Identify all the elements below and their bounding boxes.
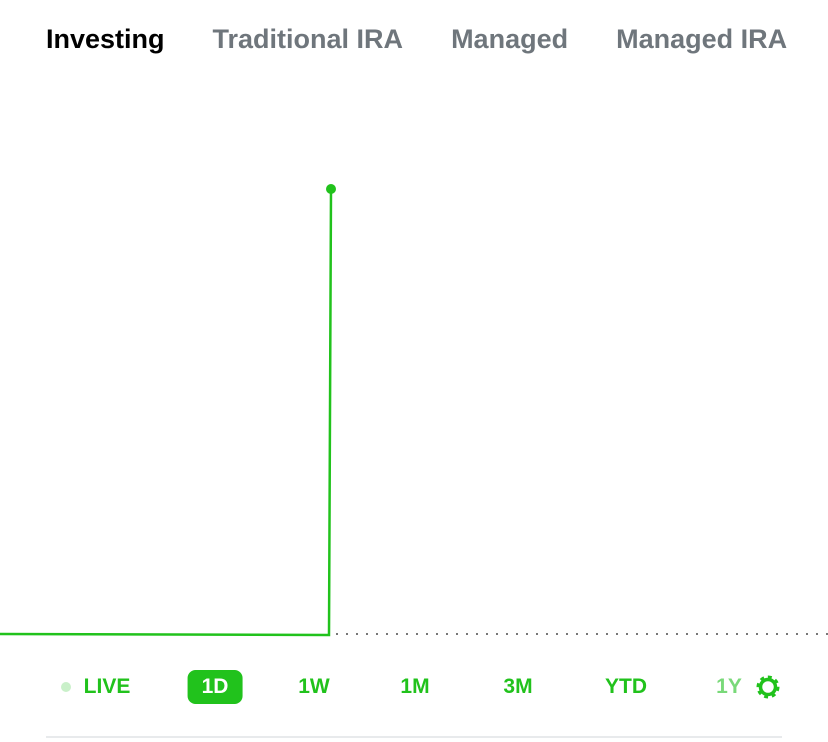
range-button[interactable]: 1W <box>298 675 330 698</box>
range-button[interactable]: 1M <box>400 675 430 698</box>
tab[interactable]: Investing <box>46 24 165 54</box>
chart-line <box>0 188 333 637</box>
account-tabs: Investing Traditional IRA Managed Managed I… <box>46 20 787 58</box>
tab[interactable]: Traditional IRA <box>212 24 404 54</box>
range-button[interactable]: 1Y <box>716 675 742 698</box>
divider <box>46 736 782 738</box>
range-button[interactable]: 1D <box>187 670 243 704</box>
range-button[interactable]: LIVE <box>83 675 131 698</box>
settings-icon[interactable] <box>756 675 780 699</box>
live-dot <box>61 682 71 692</box>
tab[interactable]: Managed <box>451 24 569 54</box>
range-button[interactable]: 3M <box>503 675 533 698</box>
chart-dot <box>326 184 336 194</box>
range-button[interactable]: YTD <box>605 675 647 698</box>
tab[interactable]: Managed IRA <box>616 24 788 54</box>
